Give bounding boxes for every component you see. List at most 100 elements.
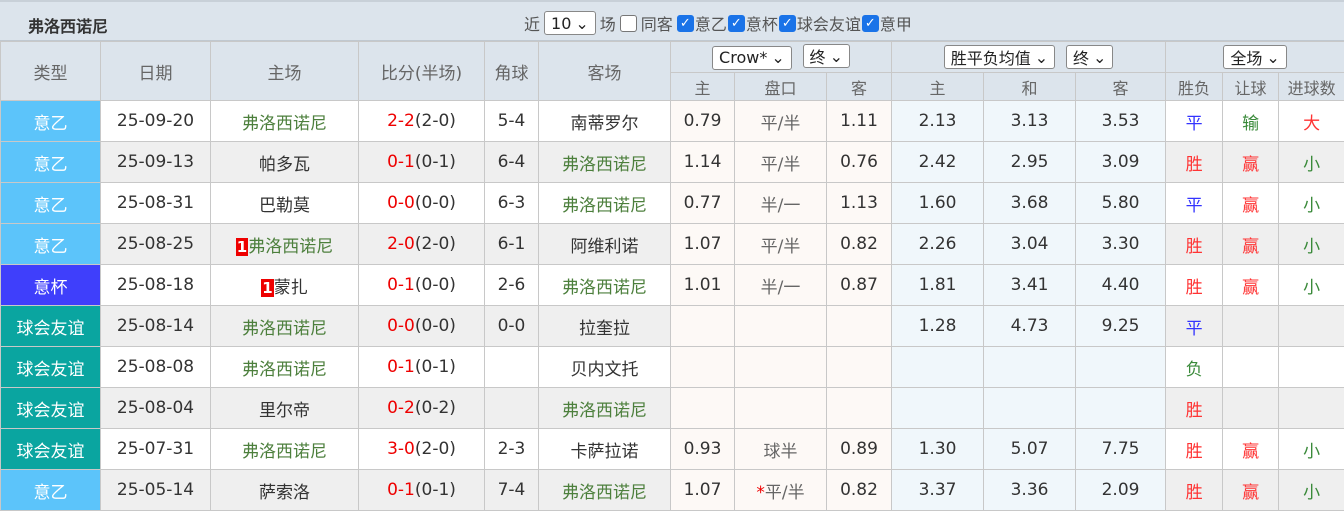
asian-stage-select[interactable]: 终 ⌄ <box>802 44 850 69</box>
goals-result <box>1278 346 1344 388</box>
score[interactable]: 0-1(0-0) <box>358 264 485 306</box>
table-row: 意乙 25-08-25 1弗洛西诺尼 2-0(2-0) 6-1 阿维利诺 1.0… <box>0 223 1344 265</box>
match-type[interactable]: 球会友谊 <box>0 305 101 347</box>
league-checkbox[interactable]: ✓ <box>861 14 879 32</box>
half-score: (0-1) <box>414 480 456 500</box>
full-score: 3-0 <box>387 439 415 459</box>
euro-stage-select[interactable]: 终 ⌄ <box>1065 45 1114 69</box>
asian-line-value: 球半 <box>763 441 798 462</box>
result: 胜 <box>1165 428 1224 470</box>
same-venue-checkbox[interactable] <box>619 14 637 32</box>
table-row: 意乙 25-05-14 萨索洛 0-1(0-1) 7-4 弗洛西诺尼 1.07 … <box>0 469 1344 511</box>
col-handicap: 让球 <box>1222 72 1280 101</box>
match-type[interactable]: 意乙 <box>0 469 101 511</box>
home-team[interactable]: 里尔帝 <box>210 387 359 429</box>
match-type[interactable]: 球会友谊 <box>0 428 101 470</box>
away-team[interactable]: 阿维利诺 <box>538 223 671 265</box>
score[interactable]: 2-0(2-0) <box>358 223 485 265</box>
handicap-result: 赢 <box>1222 428 1280 470</box>
home-team[interactable]: 巴勒莫 <box>210 182 359 224</box>
score[interactable]: 0-0(0-0) <box>358 182 485 224</box>
goals-result: 小 <box>1278 469 1344 511</box>
euro-away-odds <box>1075 346 1167 388</box>
col-away: 客场 <box>538 41 671 101</box>
match-type[interactable]: 球会友谊 <box>0 387 101 429</box>
euro-draw-odds <box>983 387 1077 429</box>
home-team[interactable]: 弗洛西诺尼 <box>210 100 359 142</box>
full-score: 0-1 <box>387 357 415 377</box>
home-team-name: 帕多瓦 <box>259 154 310 175</box>
asian-away-odds: 0.87 <box>825 264 893 306</box>
match-type[interactable]: 意杯 <box>0 264 101 306</box>
match-type[interactable]: 意乙 <box>0 182 101 224</box>
chevron-down-icon: ⌄ <box>771 48 785 68</box>
away-team[interactable]: 拉奎拉 <box>538 305 671 347</box>
chevron-down-icon: ⌄ <box>1266 47 1280 67</box>
league-checkbox[interactable]: ✓ <box>778 14 796 32</box>
home-team-name: 里尔帝 <box>259 400 310 421</box>
match-date: 25-09-20 <box>100 100 211 142</box>
red-card-badge: 1 <box>235 237 249 256</box>
result-header: 全场 ⌄ <box>1165 41 1344 73</box>
away-team[interactable]: 卡萨拉诺 <box>538 428 671 470</box>
recent-count-select[interactable]: 10 ⌄ <box>544 11 596 35</box>
col-date: 日期 <box>100 41 211 101</box>
half-score: (0-2) <box>414 398 456 418</box>
score[interactable]: 0-2(0-2) <box>358 387 485 429</box>
score[interactable]: 0-0(0-0) <box>358 305 485 347</box>
score[interactable]: 3-0(2-0) <box>358 428 485 470</box>
home-team-name: 弗洛西诺尼 <box>242 113 327 134</box>
score[interactable]: 0-1(0-1) <box>358 346 485 388</box>
half-score: (2-0) <box>414 439 456 459</box>
away-team[interactable]: 弗洛西诺尼 <box>538 141 671 183</box>
euro-home-odds: 1.81 <box>891 264 985 306</box>
home-team[interactable]: 1蒙扎 <box>210 264 359 306</box>
corners: 6-3 <box>484 182 539 224</box>
col-asian-home: 主 <box>670 72 735 101</box>
match-type[interactable]: 意乙 <box>0 100 101 142</box>
title-bar: 弗洛西诺尼 近 10 ⌄ 场 同客 ✓ 意乙 ✓ 意杯 ✓ 球会友谊 ✓ 意甲 <box>0 0 1344 41</box>
league-checkbox[interactable]: ✓ <box>727 14 745 32</box>
corners: 6-4 <box>484 141 539 183</box>
away-team[interactable]: 弗洛西诺尼 <box>538 387 671 429</box>
home-team[interactable]: 弗洛西诺尼 <box>210 428 359 470</box>
result: 胜 <box>1165 469 1224 511</box>
corners: 2-3 <box>484 428 539 470</box>
half-score: (2-0) <box>414 111 456 131</box>
match-type[interactable]: 意乙 <box>0 141 101 183</box>
corners: 7-4 <box>484 469 539 511</box>
home-team[interactable]: 1弗洛西诺尼 <box>210 223 359 265</box>
match-date: 25-08-25 <box>100 223 211 265</box>
score[interactable]: 2-2(2-0) <box>358 100 485 142</box>
away-team[interactable]: 贝内文托 <box>538 346 671 388</box>
home-team[interactable]: 帕多瓦 <box>210 141 359 183</box>
asian-line: 平/半 <box>734 141 827 183</box>
handicap-result <box>1222 346 1280 388</box>
away-team[interactable]: 弗洛西诺尼 <box>538 182 671 224</box>
match-date: 25-08-14 <box>100 305 211 347</box>
league-checkbox[interactable]: ✓ <box>676 14 694 32</box>
match-type[interactable]: 球会友谊 <box>0 346 101 388</box>
match-type[interactable]: 意乙 <box>0 223 101 265</box>
euro-type-select[interactable]: 胜平负均值 ⌄ <box>943 45 1056 69</box>
home-team[interactable]: 弗洛西诺尼 <box>210 346 359 388</box>
away-team[interactable]: 弗洛西诺尼 <box>538 264 671 306</box>
full-score: 0-2 <box>387 398 415 418</box>
euro-draw-odds: 4.73 <box>983 305 1077 347</box>
handicap-result: 赢 <box>1222 264 1280 306</box>
asian-away-odds <box>825 387 893 429</box>
result-scope-select[interactable]: 全场 ⌄ <box>1223 45 1287 69</box>
match-date: 25-08-31 <box>100 182 211 224</box>
score[interactable]: 0-1(0-1) <box>358 469 485 511</box>
col-asian-away: 客 <box>825 72 893 101</box>
asian-home-odds: 1.01 <box>670 264 735 306</box>
asian-away-odds: 0.82 <box>825 469 893 511</box>
away-team[interactable]: 弗洛西诺尼 <box>538 469 671 511</box>
asian-company-select[interactable]: Crow* ⌄ <box>712 45 792 70</box>
table-row: 球会友谊 25-07-31 弗洛西诺尼 3-0(2-0) 2-3 卡萨拉诺 0.… <box>0 428 1344 470</box>
score[interactable]: 0-1(0-1) <box>358 141 485 183</box>
away-team[interactable]: 南蒂罗尔 <box>538 100 671 142</box>
home-team[interactable]: 弗洛西诺尼 <box>210 305 359 347</box>
asian-home-odds <box>670 346 735 388</box>
home-team[interactable]: 萨索洛 <box>210 469 359 511</box>
